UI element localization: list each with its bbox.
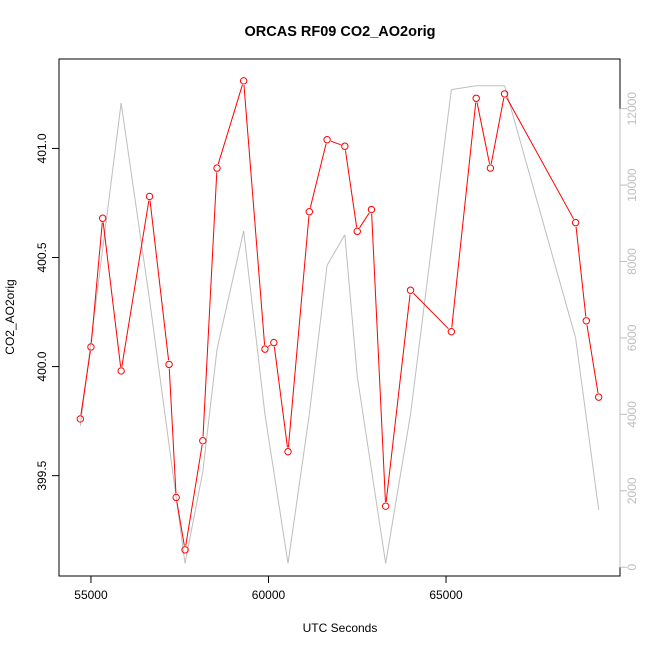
secondary-series-segment <box>243 230 266 415</box>
secondary-series-segment <box>451 85 477 91</box>
y-tick-label: 400.0 <box>35 351 49 381</box>
secondary-series-segment <box>216 230 245 350</box>
secondary-series-segment <box>410 89 452 415</box>
y2-tick-label: 2000 <box>625 477 639 504</box>
primary-series-segment <box>80 351 91 415</box>
primary-series-segment <box>476 102 491 165</box>
primary-series-segment <box>90 222 103 343</box>
primary-series-segment <box>344 150 358 228</box>
chart-title: ORCAS RF09 CO2_AO2orig <box>245 24 436 40</box>
primary-series-segment <box>149 200 170 361</box>
data-point <box>500 90 509 98</box>
primary-series-segment <box>506 97 575 220</box>
data-point <box>165 360 173 369</box>
primary-series-segment <box>268 344 271 348</box>
primary-series-segment <box>168 368 177 494</box>
secondary-series-segment <box>202 349 218 472</box>
primary-series-segment <box>330 140 342 146</box>
data-point <box>367 205 376 214</box>
y-axis-label: CO2_AO2orig <box>3 279 17 354</box>
primary-series-segment <box>359 212 370 229</box>
primary-series-layer <box>80 84 599 546</box>
data-point <box>261 345 269 353</box>
secondary-series-segment <box>385 414 412 564</box>
data-point <box>571 218 580 227</box>
secondary-series-segment <box>326 234 346 266</box>
primary-series-segment <box>121 200 150 367</box>
primary-series-segment <box>309 143 327 208</box>
primary-series-segment <box>385 294 411 503</box>
primary-series-segment <box>243 84 266 345</box>
y2-tick-label: 10000 <box>625 168 639 202</box>
x-tick-label: 65000 <box>429 588 463 602</box>
y-axis-left: 399.5 400.0 400.5 401.0 <box>35 133 60 491</box>
data-point <box>353 227 361 236</box>
data-point <box>172 493 180 502</box>
data-point <box>199 437 207 445</box>
primary-series-segment <box>490 97 505 165</box>
data-point <box>582 317 590 325</box>
data-point <box>284 447 292 456</box>
data-point <box>213 164 221 172</box>
data-point <box>76 415 85 423</box>
primary-series-segment <box>586 324 599 394</box>
primary-series-segment <box>202 172 218 437</box>
data-point <box>239 77 248 85</box>
y-axis-right: 0 2000 4000 6000 8000 10000 12000 <box>619 92 639 571</box>
x-tick-label: 55000 <box>74 588 108 602</box>
secondary-series-segment <box>264 414 289 564</box>
primary-series-segment <box>451 102 477 328</box>
plot-frame <box>58 58 621 577</box>
secondary-series-segment <box>184 471 204 564</box>
y-tick-label: 399.5 <box>35 460 49 490</box>
secondary-series-segment <box>308 265 328 415</box>
secondary-series-segment <box>356 376 387 564</box>
data-point <box>486 164 495 172</box>
data-point <box>117 367 125 375</box>
data-point <box>323 136 331 144</box>
data-point <box>447 327 456 336</box>
secondary-series-segment <box>120 102 151 300</box>
y-tick-label: 401.0 <box>35 133 49 163</box>
data-point <box>270 338 278 347</box>
secondary-series-segment <box>149 299 186 564</box>
data-point <box>594 393 603 401</box>
secondary-series-segment <box>575 337 600 510</box>
primary-series-segment <box>413 292 449 330</box>
x-axis-label: UTC Seconds <box>303 621 378 635</box>
primary-series-segment <box>371 213 386 503</box>
data-point <box>87 343 95 351</box>
data-point <box>406 286 415 294</box>
y2-tick-label: 12000 <box>625 92 639 126</box>
data-point <box>145 192 154 201</box>
y2-tick-label: 0 <box>625 564 639 571</box>
secondary-series-segment <box>504 85 577 339</box>
data-point <box>98 214 107 222</box>
secondary-series-layer <box>79 85 600 564</box>
primary-series-segment <box>287 215 310 448</box>
secondary-series-segment <box>344 234 358 377</box>
secondary-series-segment <box>287 414 310 564</box>
primary-series-segment <box>217 84 243 165</box>
primary-series-segment <box>575 226 587 317</box>
y2-tick-label: 6000 <box>625 324 639 351</box>
y-tick-label: 400.5 <box>35 242 49 272</box>
x-axis: 55000 60000 65000 <box>74 575 463 602</box>
primary-series-segment <box>185 444 203 546</box>
primary-series-segment <box>176 501 185 546</box>
y2-tick-label: 4000 <box>625 401 639 428</box>
primary-points-layer <box>76 77 603 554</box>
data-point <box>305 208 314 216</box>
data-point <box>341 142 349 150</box>
x-tick-label: 60000 <box>252 588 286 602</box>
primary-series-segment <box>102 222 122 367</box>
primary-series-segment <box>273 346 288 448</box>
data-point <box>472 94 480 102</box>
y2-tick-label: 8000 <box>625 248 639 275</box>
data-point <box>381 502 390 510</box>
data-point <box>181 546 189 554</box>
